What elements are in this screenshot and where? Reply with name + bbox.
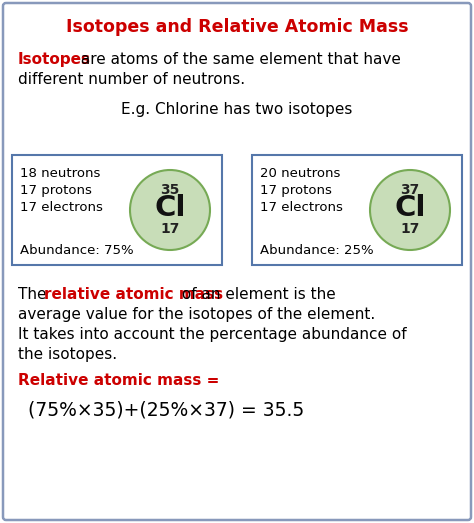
Text: Relative atomic mass =: Relative atomic mass = [18, 373, 219, 388]
Text: relative atomic mass: relative atomic mass [44, 287, 223, 302]
FancyBboxPatch shape [3, 3, 471, 520]
Text: 17 electrons: 17 electrons [20, 201, 103, 214]
Circle shape [130, 170, 210, 250]
Text: 20 neutrons: 20 neutrons [260, 167, 340, 180]
Text: of an element is the: of an element is the [177, 287, 336, 302]
Text: Cl: Cl [394, 194, 426, 222]
Text: 35: 35 [160, 183, 180, 197]
Circle shape [370, 170, 450, 250]
Text: average value for the isotopes of the element.: average value for the isotopes of the el… [18, 307, 375, 322]
Text: Cl: Cl [154, 194, 186, 222]
Text: E.g. Chlorine has two isotopes: E.g. Chlorine has two isotopes [121, 102, 353, 117]
Text: Abundance: 75%: Abundance: 75% [20, 244, 134, 257]
Text: 18 neutrons: 18 neutrons [20, 167, 100, 180]
FancyBboxPatch shape [252, 155, 462, 265]
Text: 17: 17 [160, 222, 180, 236]
Text: 17 protons: 17 protons [260, 184, 332, 197]
FancyBboxPatch shape [12, 155, 222, 265]
Text: the isotopes.: the isotopes. [18, 347, 117, 362]
Text: 17: 17 [401, 222, 419, 236]
Text: (75%×35)+(25%×37) = 35.5: (75%×35)+(25%×37) = 35.5 [28, 401, 304, 420]
Text: different number of neutrons.: different number of neutrons. [18, 72, 245, 87]
Text: Isotopes: Isotopes [18, 52, 91, 67]
Text: Abundance: 25%: Abundance: 25% [260, 244, 374, 257]
Text: 17 electrons: 17 electrons [260, 201, 343, 214]
Text: It takes into account the percentage abundance of: It takes into account the percentage abu… [18, 327, 407, 342]
Text: Isotopes and Relative Atomic Mass: Isotopes and Relative Atomic Mass [66, 18, 408, 36]
Text: The: The [18, 287, 51, 302]
Text: 17 protons: 17 protons [20, 184, 92, 197]
Text: are atoms of the same element that have: are atoms of the same element that have [76, 52, 401, 67]
Text: 37: 37 [401, 183, 419, 197]
